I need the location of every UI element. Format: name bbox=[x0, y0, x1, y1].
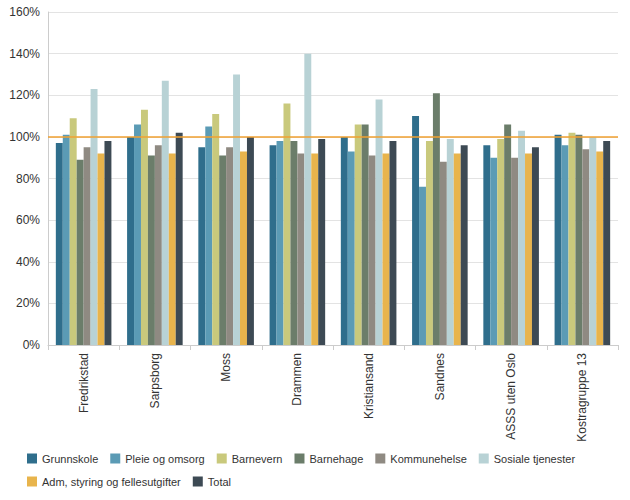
svg-text:Kristiansand: Kristiansand bbox=[362, 353, 376, 419]
svg-text:Barnevern: Barnevern bbox=[232, 453, 283, 465]
svg-text:80%: 80% bbox=[16, 172, 40, 186]
svg-text:Sarpsborg: Sarpsborg bbox=[148, 353, 162, 408]
svg-text:Kommunehelse: Kommunehelse bbox=[390, 453, 466, 465]
svg-text:Moss: Moss bbox=[219, 353, 233, 382]
svg-text:Total: Total bbox=[208, 476, 231, 488]
svg-text:160%: 160% bbox=[9, 5, 40, 19]
svg-text:140%: 140% bbox=[9, 47, 40, 61]
svg-text:Sosiale tjenester: Sosiale tjenester bbox=[494, 453, 576, 465]
svg-text:40%: 40% bbox=[16, 255, 40, 269]
svg-text:Barnehage: Barnehage bbox=[309, 453, 363, 465]
svg-text:20%: 20% bbox=[16, 296, 40, 310]
svg-text:0%: 0% bbox=[23, 338, 41, 352]
svg-text:Grunnskole: Grunnskole bbox=[42, 453, 98, 465]
svg-text:Adm, styring og fellesutgifter: Adm, styring og fellesutgifter bbox=[42, 476, 181, 488]
svg-text:120%: 120% bbox=[9, 88, 40, 102]
svg-text:Kostragruppe 13: Kostragruppe 13 bbox=[575, 353, 589, 442]
svg-text:Drammen: Drammen bbox=[290, 353, 304, 406]
svg-text:60%: 60% bbox=[16, 213, 40, 227]
svg-text:ASSS uten Oslo: ASSS uten Oslo bbox=[504, 353, 518, 440]
svg-text:Sandnes: Sandnes bbox=[433, 353, 447, 400]
svg-text:100%: 100% bbox=[9, 130, 40, 144]
svg-text:Pleie og omsorg: Pleie og omsorg bbox=[125, 453, 204, 465]
svg-text:Fredrikstad: Fredrikstad bbox=[77, 353, 91, 413]
